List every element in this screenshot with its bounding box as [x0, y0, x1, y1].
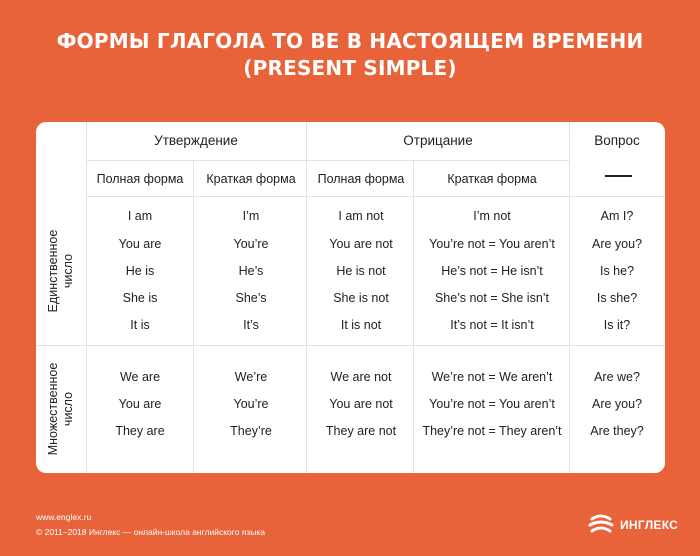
header-negative: Отрицание: [403, 133, 473, 148]
cell-aff-full: You are: [118, 397, 162, 411]
cell-question: Am I?: [600, 209, 634, 223]
subheader-aff-full: Полная форма: [96, 172, 184, 186]
cell-neg-full: He is not: [336, 264, 386, 278]
footer-url[interactable]: www.englex.ru: [36, 512, 92, 522]
cell-aff-short: She’s: [235, 291, 267, 305]
cell-question: Is he?: [599, 264, 635, 278]
cell-neg-short: We’re not = We aren’t: [431, 370, 553, 384]
cell-aff-short: They’re: [230, 424, 272, 438]
section-label-singular: Единственное число: [46, 230, 76, 313]
cell-aff-full: He is: [125, 264, 155, 278]
divider-v-main: [306, 122, 307, 473]
cell-question: Are we?: [594, 370, 640, 384]
cell-neg-full: You are not: [329, 237, 393, 251]
cell-question: Are they?: [590, 424, 644, 438]
plural-label-line-1: Множественное: [46, 362, 60, 456]
divider-h-header: [86, 160, 569, 161]
cell-neg-short: You’re not = You aren’t: [429, 237, 555, 251]
subheader-neg-short: Краткая форма: [447, 172, 537, 186]
question-subheader-dash: [605, 175, 632, 177]
cell-neg-full: We are not: [330, 370, 392, 384]
cell-neg-full: It is not: [340, 318, 382, 332]
englex-logo-icon: [588, 514, 614, 533]
cell-aff-short: I’m: [242, 209, 260, 223]
divider-v-aff: [193, 160, 194, 473]
header-affirmative: Утверждение: [154, 133, 238, 148]
cell-neg-short: You’re not = You aren’t: [429, 397, 555, 411]
title-line-2: (PRESENT SIMPLE): [243, 56, 457, 80]
cell-aff-short: It’s: [243, 318, 259, 332]
cell-question: Are you?: [591, 237, 643, 251]
cell-neg-full: She is not: [333, 291, 389, 305]
cell-question: Is it?: [603, 318, 631, 332]
divider-v-label: [86, 122, 87, 473]
cell-aff-short: You’re: [233, 397, 269, 411]
title-line-1: ФОРМЫ ГЛАГОЛА TO BE В НАСТОЯЩЕМ ВРЕМЕНИ: [56, 29, 644, 53]
cell-aff-full: You are: [118, 237, 162, 251]
subheader-aff-short: Краткая форма: [206, 172, 296, 186]
plural-label-line-2: число: [61, 391, 75, 427]
header-question: Вопрос: [594, 133, 640, 148]
brand-logo: ИНГЛЕКС: [588, 513, 678, 537]
singular-label-line-2: число: [61, 253, 75, 289]
cell-neg-short: She’s not = She isn’t: [434, 291, 550, 305]
cell-aff-full: She is: [122, 291, 158, 305]
page-title: ФОРМЫ ГЛАГОЛА TO BE В НАСТОЯЩЕМ ВРЕМЕНИ …: [0, 28, 700, 82]
cell-neg-full: I am not: [338, 209, 384, 223]
cell-aff-full: They are: [115, 424, 165, 438]
cell-aff-short: We’re: [234, 370, 268, 384]
divider-h-section: [36, 345, 665, 346]
cell-neg-short: He’s not = He isn’t: [441, 264, 543, 278]
cell-aff-full: It is: [130, 318, 150, 332]
cell-neg-short: They’re not = They aren’t: [422, 424, 562, 438]
footer-copyright: © 2011–2018 Инглекс — онлайн-школа англи…: [36, 527, 266, 537]
divider-h-subheader: [86, 196, 665, 197]
cell-neg-short: I’m not: [473, 209, 511, 223]
cell-question: Are you?: [591, 397, 643, 411]
cell-question: Is she?: [596, 291, 638, 305]
cell-neg-full: You are not: [329, 397, 393, 411]
section-label-plural: Множественное число: [46, 363, 76, 456]
cell-aff-short: You’re: [233, 237, 269, 251]
cell-aff-full: We are: [119, 370, 161, 384]
singular-label-line-1: Единственное: [46, 229, 60, 313]
divider-v-question: [569, 122, 570, 473]
logo-text: ИНГЛЕКС: [620, 518, 679, 532]
cell-aff-short: He’s: [238, 264, 264, 278]
verb-forms-table: Утверждение Отрицание Вопрос Полная форм…: [36, 122, 665, 473]
cell-neg-short: It’s not = It isn’t: [450, 318, 534, 332]
cell-aff-full: I am: [127, 209, 153, 223]
cell-neg-full: They are not: [325, 424, 397, 438]
divider-v-neg: [413, 160, 414, 473]
subheader-neg-full: Полная форма: [317, 172, 405, 186]
